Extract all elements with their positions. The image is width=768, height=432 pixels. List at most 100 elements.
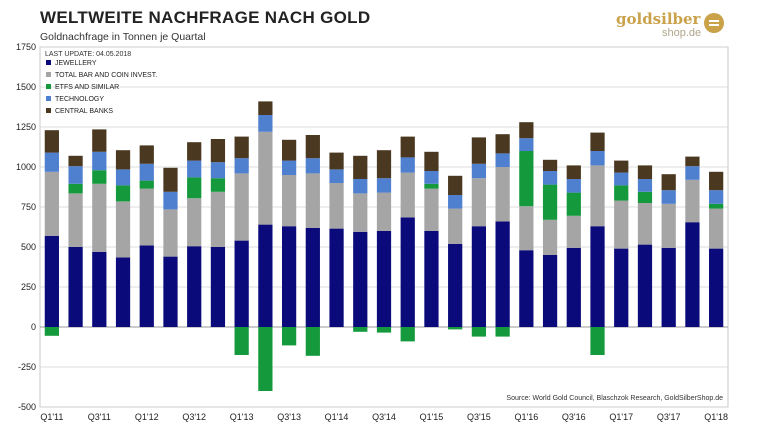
bar-segment-technology (424, 171, 439, 184)
bar-segment-jewellery (210, 247, 226, 327)
bar-segment-technology (210, 162, 226, 179)
bar-segment-bar-coin (258, 131, 273, 225)
bar-segment-bar-coin (234, 173, 249, 241)
bar-segment-technology (661, 190, 676, 204)
bar-segment-central-banks (424, 151, 439, 171)
y-tick-label: 0 (31, 322, 36, 332)
bar-segment-central-banks (210, 139, 226, 163)
bar-segment-central-banks (400, 136, 415, 158)
source-note: Source: World Gold Council, Blaschzok Re… (506, 395, 723, 402)
legend: JEWELLERY TOTAL BAR AND COIN INVEST. ETFS … (46, 60, 157, 115)
bar-segment-central-banks (187, 142, 202, 161)
bar-segment-central-banks (448, 175, 463, 195)
bar-segment-central-banks (471, 137, 487, 164)
bar-segment-bar-coin (661, 203, 676, 248)
bar-segment-technology (44, 152, 59, 172)
bar-segment-etfs (44, 327, 59, 336)
y-tick-label: 500 (21, 242, 36, 252)
bar-segment-technology (329, 169, 344, 183)
bar-segment-jewellery (376, 231, 392, 327)
bar-segment-bar-coin (614, 200, 629, 249)
bar-segment-jewellery (115, 257, 131, 327)
bar-segment-jewellery (281, 226, 297, 327)
bar-segment-bar-coin (448, 208, 463, 244)
y-tick-label: 1250 (16, 122, 36, 132)
bar-segment-jewellery (590, 226, 605, 327)
bar-segment-central-banks (139, 145, 154, 164)
y-axis: 1750 1500 1250 1000 750 500 250 0 -250 -500 (16, 42, 36, 412)
bar-segment-jewellery (68, 247, 83, 327)
last-update-label: LAST UPDATE: 04.05.2018 (45, 51, 131, 58)
bar-segment-jewellery (709, 248, 724, 327)
bar-segment-technology (187, 160, 202, 178)
bar-segment-jewellery (329, 228, 344, 327)
bar-segment-bar-coin (376, 192, 392, 231)
bar-segment-jewellery (400, 217, 415, 327)
bar-segment-central-banks (661, 174, 676, 191)
bar-segment-technology (68, 166, 83, 184)
legend-swatch (46, 84, 51, 89)
grid-lines (40, 46, 728, 408)
x-tick-label: Q1'18 (704, 412, 728, 422)
bar-segment-bar-coin (281, 175, 297, 227)
legend-label: TOTAL BAR AND COIN INVEST. (55, 72, 157, 79)
bar-segment-etfs (566, 192, 581, 216)
bar-segment-jewellery (353, 231, 368, 327)
bar-segment-etfs (424, 183, 439, 189)
bar-segment-jewellery (495, 221, 510, 327)
bar-segment-central-banks (590, 132, 605, 151)
bar-segment-bar-coin (400, 172, 415, 218)
x-tick-label: Q3'12 (182, 412, 206, 422)
bar-segment-etfs (210, 178, 226, 192)
bar-segment-etfs (305, 327, 320, 356)
bar-segment-bar-coin (637, 203, 653, 245)
bar-segment-technology (709, 190, 724, 204)
bar-segment-jewellery (637, 244, 653, 327)
legend-label: ETFS AND SIMILAR (55, 84, 119, 91)
bar-segment-technology (519, 138, 534, 151)
bar-segment-etfs (92, 170, 107, 184)
bar-segment-technology (566, 179, 581, 193)
bar-segment-bar-coin (210, 191, 226, 247)
bar-segment-jewellery (448, 243, 463, 327)
bar-segment-jewellery (258, 224, 273, 327)
bar-segment-central-banks (614, 160, 629, 173)
legend-swatch (46, 96, 51, 101)
bar-segment-central-banks (68, 155, 83, 167)
bar-segment-central-banks (519, 122, 534, 139)
bar-segment-central-banks (685, 156, 700, 167)
bar-segment-etfs (353, 327, 368, 332)
logo-wordmark: goldsilber (616, 10, 701, 28)
bar-segment-bar-coin (68, 193, 83, 247)
bar-segment-jewellery (566, 247, 581, 327)
bar-segment-etfs (234, 327, 249, 355)
bar-segment-bar-coin (44, 171, 59, 236)
x-tick-label: Q3'13 (277, 412, 301, 422)
bar-segment-technology (376, 178, 392, 193)
y-tick-label: 1750 (16, 42, 36, 52)
bar-segment-etfs (68, 183, 83, 194)
x-tick-label: Q3'17 (657, 412, 681, 422)
x-tick-label: Q1'12 (135, 412, 159, 422)
bar-segment-etfs (139, 180, 154, 189)
bar-segment-etfs (614, 185, 629, 201)
bar-segment-etfs (542, 184, 558, 220)
y-tick-label: 750 (21, 202, 36, 212)
bar-segment-jewellery (614, 248, 629, 327)
x-tick-label: Q3'11 (88, 412, 111, 422)
bar-segment-bar-coin (353, 193, 368, 232)
bar-segment-technology (163, 191, 178, 210)
x-axis: Q1'11 Q3'11 Q1'12 Q3'12 Q1'13 Q3'13 Q1'14 Q3'14… (40, 412, 728, 422)
bar-segment-central-banks (44, 130, 59, 153)
bar-segment-etfs (709, 203, 724, 209)
bar-segment-technology (353, 179, 368, 194)
y-tick-label: 1500 (16, 82, 36, 92)
logo-domain: shop.de (662, 27, 702, 39)
bar-segment-technology (305, 158, 320, 174)
bar-segment-technology (590, 151, 605, 166)
bar-segment-technology (234, 158, 249, 174)
bar-segment-jewellery (424, 231, 439, 327)
bar-segment-bar-coin (519, 206, 534, 251)
bar-segment-etfs (376, 327, 392, 333)
